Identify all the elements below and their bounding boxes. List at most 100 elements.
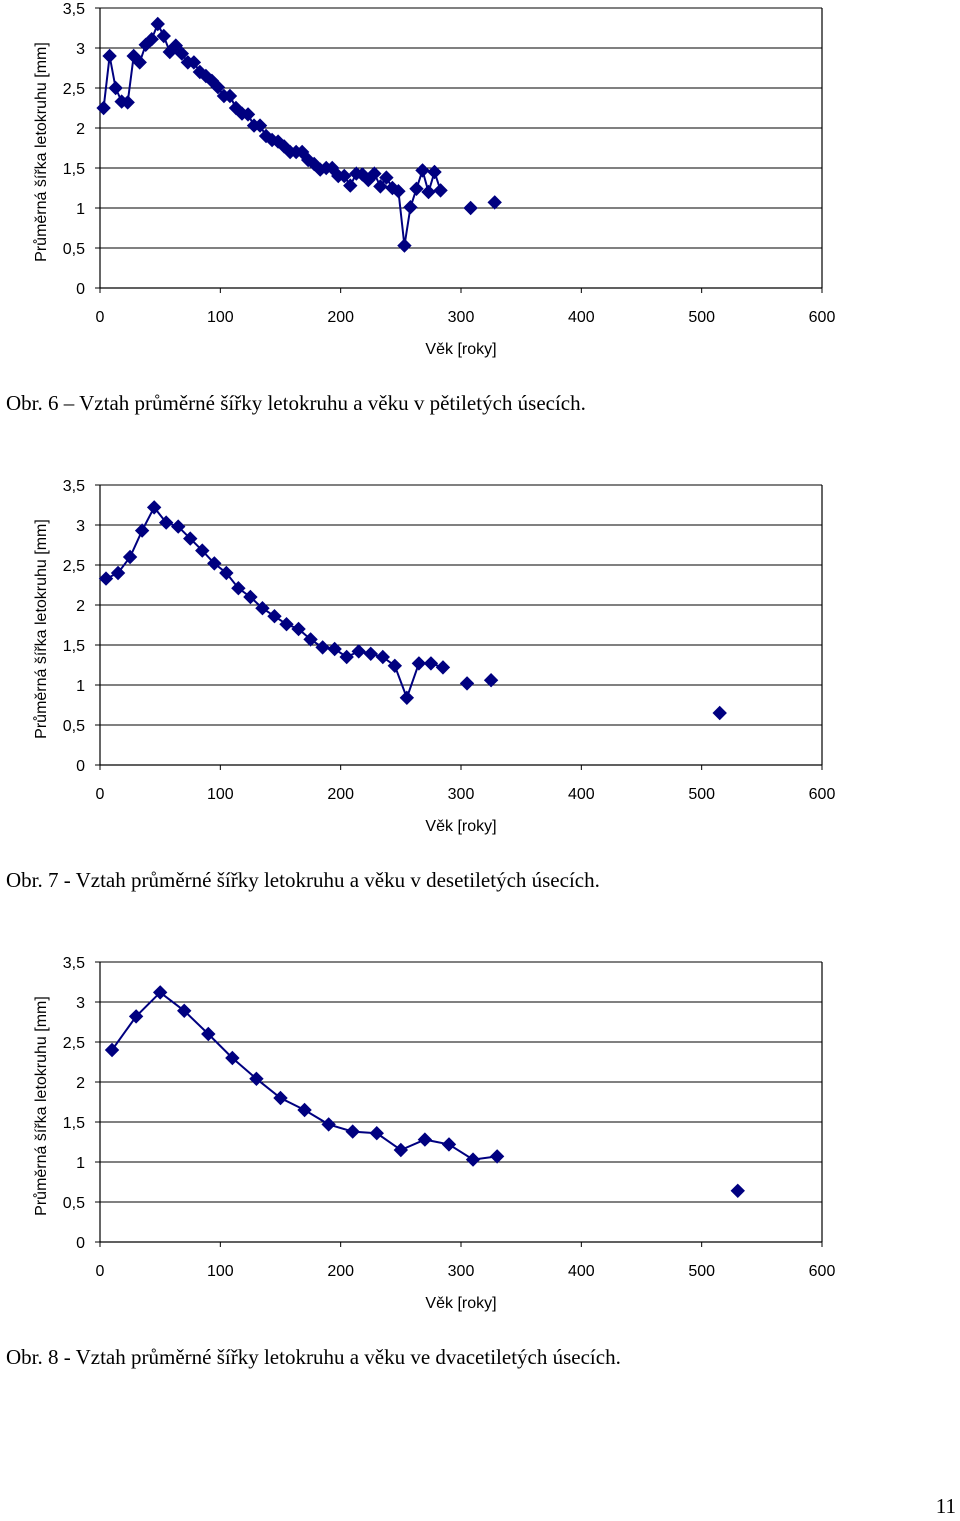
chart-obr-8: 0 0,5 1 1,5 2 2,5 3 3,5 0 100 200 300 400 500 600 Věk [… — [0, 954, 960, 1334]
data-point — [150, 16, 165, 32]
data-point — [146, 500, 162, 515]
caption-obr-7: Obr. 7 - Vztah průměrné šířky letokruhu … — [6, 868, 600, 892]
x-tick-label: 0 — [96, 786, 105, 803]
data-point — [343, 178, 358, 193]
data-point — [435, 660, 451, 675]
data-point — [730, 1183, 745, 1199]
y-axis-title: Průměrná šířka letokruhu [mm] — [32, 996, 50, 1216]
data-point — [98, 571, 114, 586]
data-point — [345, 1124, 360, 1139]
y-tick-label: 1 — [76, 678, 85, 695]
data-point — [325, 160, 340, 176]
data-point — [487, 195, 502, 210]
data-point — [315, 640, 330, 655]
caption-obr-6: Obr. 6 – Vztah průměrné šířky letokruhu … — [6, 391, 586, 415]
x-tick-label: 300 — [448, 309, 475, 326]
data-point — [369, 1125, 384, 1141]
x-tick-label: 200 — [327, 786, 354, 803]
x-tick-label: 0 — [96, 1263, 105, 1280]
chart-obr-6: 0 0,5 1 1,5 2 2,5 3 3,5 0 100 200 300 400 500 600 Věk [… — [0, 0, 960, 380]
data-point — [489, 1149, 505, 1164]
data-point — [168, 38, 184, 53]
data-point — [240, 107, 256, 122]
x-tick-label: 200 — [327, 309, 354, 326]
y-axis-title: Průměrná šířka letokruhu [mm] — [32, 42, 50, 262]
x-tick-label: 600 — [809, 786, 836, 803]
data-point — [291, 621, 306, 637]
y-tick-label: 1,5 — [63, 638, 85, 655]
data-point — [110, 565, 126, 581]
data-point — [294, 144, 310, 160]
chart-obr-7: 0 0,5 1 1,5 2 2,5 3 3,5 0 100 200 300 400 500 600 Věk [… — [0, 477, 960, 857]
data-point — [225, 1050, 240, 1066]
x-tick-label: 200 — [327, 1263, 354, 1280]
data-point — [465, 1152, 481, 1167]
data-point — [367, 166, 382, 181]
data-point — [421, 184, 436, 200]
data-point — [243, 589, 258, 605]
y-tick-label: 2,5 — [63, 558, 85, 575]
data-point — [441, 1137, 457, 1152]
chart-svg: 0 0,5 1 1,5 2 2,5 3 3,5 0 100 200 300 400 500 600 Věk [… — [32, 955, 836, 1312]
data-point — [415, 163, 430, 178]
x-axis-title: Věk [roky] — [425, 1295, 496, 1312]
x-tick-label: 400 — [568, 786, 595, 803]
x-tick-label: 500 — [688, 786, 715, 803]
data-point — [122, 549, 138, 565]
x-tick-label: 500 — [688, 1263, 715, 1280]
data-point — [303, 632, 318, 647]
data-point — [152, 985, 168, 1000]
y-tick-label: 2,5 — [63, 81, 85, 98]
data-point — [399, 690, 415, 706]
data-point — [255, 600, 270, 616]
data-point — [423, 656, 439, 671]
data-point — [128, 1009, 144, 1024]
y-tick-label: 3 — [76, 518, 85, 535]
data-point — [327, 641, 342, 657]
data-point — [351, 644, 366, 659]
y-tick-label: 3,5 — [63, 1, 85, 18]
data-point — [120, 95, 135, 110]
data-point — [321, 1117, 336, 1132]
y-tick-label: 1 — [76, 201, 85, 218]
data-point — [273, 1090, 288, 1106]
x-tick-label: 600 — [809, 1263, 836, 1280]
data-point — [417, 1132, 433, 1147]
data-point — [379, 170, 394, 185]
y-tick-label: 2 — [76, 598, 85, 615]
data-point — [219, 565, 234, 581]
data-point — [391, 183, 406, 199]
caption-obr-8: Obr. 8 - Vztah průměrné šířky letokruhu … — [6, 1345, 621, 1369]
data-point — [171, 519, 186, 534]
data-point — [132, 55, 147, 70]
y-tick-label: 0 — [76, 281, 85, 298]
y-tick-label: 0,5 — [63, 1195, 85, 1212]
data-point — [375, 649, 390, 665]
data-point — [363, 646, 378, 662]
page-number: 11 — [935, 1494, 956, 1518]
series-line — [111, 991, 498, 1161]
x-tick-label: 500 — [688, 309, 715, 326]
y-tick-label: 1 — [76, 1155, 85, 1172]
data-point — [427, 164, 442, 180]
x-tick-label: 400 — [568, 309, 595, 326]
data-point — [712, 705, 727, 721]
x-tick-label: 300 — [448, 1263, 475, 1280]
x-tick-label: 300 — [448, 786, 475, 803]
data-point — [433, 183, 448, 198]
data-point — [252, 118, 268, 133]
y-tick-label: 2 — [76, 1075, 85, 1092]
data-point — [102, 48, 117, 64]
data-point — [337, 168, 352, 184]
chart-svg: 0 0,5 1 1,5 2 2,5 3 3,5 0 100 200 300 400 500 600 Věk [… — [32, 1, 835, 358]
data-point — [397, 238, 412, 253]
x-tick-label: 100 — [207, 309, 234, 326]
chart-svg: 0 0,5 1 1,5 2 2,5 3 3,5 0 100 200 300 400 500 600 Věk [… — [32, 478, 836, 835]
data-point — [177, 1003, 192, 1019]
data-point — [297, 1102, 312, 1118]
data-point — [195, 543, 210, 558]
data-point — [483, 672, 499, 688]
data-point — [411, 656, 427, 671]
y-tick-label: 0 — [76, 758, 85, 775]
data-point — [186, 55, 202, 70]
